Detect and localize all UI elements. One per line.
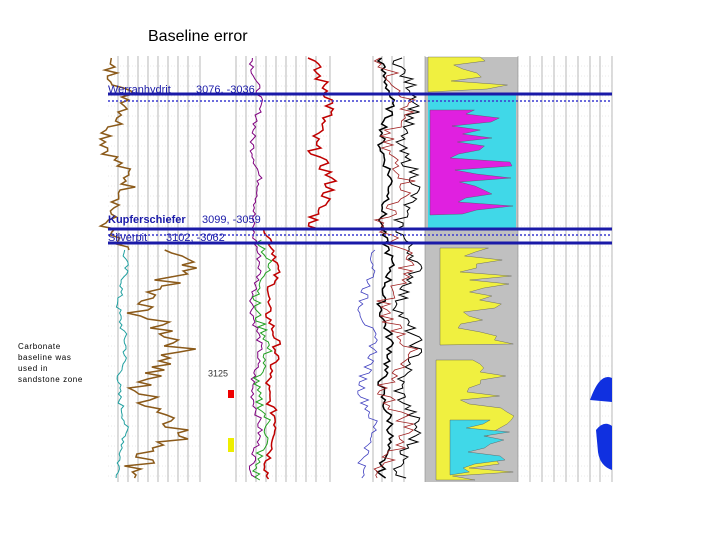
marker [228, 390, 234, 398]
formation-name: Kupferschiefer [108, 214, 186, 226]
log-curve [373, 57, 419, 479]
log-curves [98, 57, 423, 481]
log-curve [262, 229, 282, 480]
log-curve [357, 249, 378, 479]
annotation-line: sandstone zone [18, 375, 83, 384]
annotation-line: baseline was [18, 353, 72, 362]
grid [108, 56, 613, 482]
fill-region [429, 109, 514, 216]
log-curve [375, 57, 396, 479]
fill-region [439, 247, 514, 346]
formation-depth: 3076, -3036 [196, 84, 255, 96]
annotation-line: used in [18, 364, 48, 373]
log-frame [108, 56, 612, 482]
formation-name: Silverpit [108, 232, 147, 244]
annotation: Carbonate baseline was used in sandstone… [18, 341, 83, 385]
formation-depth: 3099, -3059 [202, 214, 261, 226]
right-fill [596, 423, 612, 470]
lithology-fills [427, 56, 516, 481]
marker [228, 438, 234, 452]
log-curve [248, 57, 264, 479]
log-curve [98, 57, 136, 251]
depth-label: 3125 [208, 368, 228, 378]
log-curve [115, 249, 129, 479]
log-curve [306, 57, 338, 230]
fill-region [449, 419, 510, 476]
log-curve [392, 57, 423, 479]
right-fill [590, 376, 612, 402]
log-curve [251, 239, 274, 481]
slide-title: Baseline error [148, 28, 248, 45]
annotation-line: Carbonate [18, 342, 61, 351]
fill-region [427, 56, 508, 93]
log-curve [124, 249, 197, 479]
formation-name: Werranhydrit [108, 84, 171, 96]
formation-depth: 3102, -3062 [166, 232, 225, 244]
